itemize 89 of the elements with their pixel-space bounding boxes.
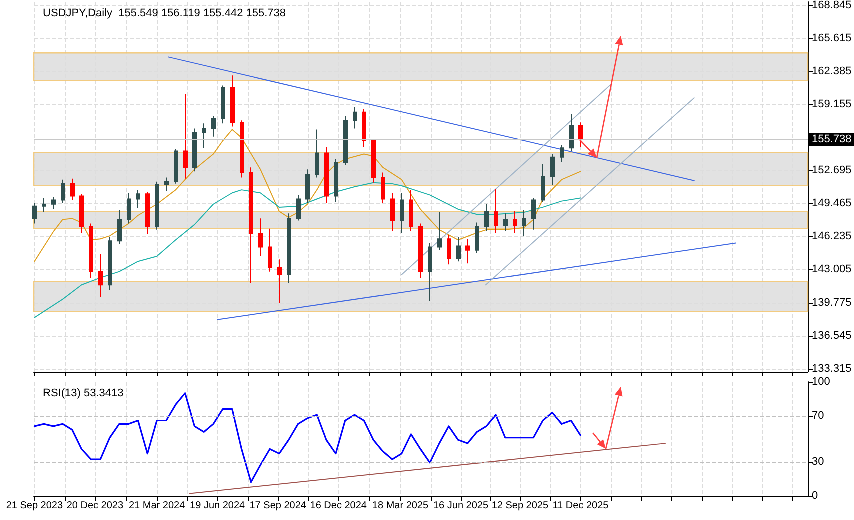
candlestick (324, 146, 329, 204)
line-series (34, 182, 582, 318)
candlestick (400, 192, 404, 234)
text: USDJPY,Daily 155.549 156.119 155.442 155.738 (43, 8, 286, 20)
candlestick (315, 129, 319, 178)
y-tick-label: 162.385 (812, 66, 852, 78)
candlestick (475, 222, 479, 254)
candlestick (211, 116, 216, 138)
y-tick-label: 168.845 (812, 0, 852, 12)
candlestick (522, 210, 526, 237)
x-tick-label: 21 Mar 2024 (128, 500, 186, 512)
candlestick (127, 192, 131, 224)
y-tick-label: 70 (812, 410, 824, 422)
candlestick (503, 213, 508, 232)
candlestick (202, 123, 206, 149)
candlestick (456, 236, 461, 262)
candlestick (569, 114, 574, 152)
candlestick (531, 198, 536, 230)
line-series (34, 129, 582, 262)
candlestick (192, 128, 197, 172)
candlestick (240, 120, 244, 178)
y-tick-label: 100 (812, 376, 830, 388)
x-tick-label: 11 Dec 2025 (552, 500, 610, 512)
candlestick (541, 164, 545, 203)
candlestick (390, 192, 395, 232)
candlestick (221, 85, 225, 124)
candlestick (117, 210, 122, 245)
candlestick (409, 190, 413, 232)
x-tick-label: 20 Dec 2023 (66, 500, 124, 512)
candlestick (494, 188, 498, 234)
candlestick (42, 198, 46, 214)
candlestick (550, 154, 555, 186)
candlestick (334, 158, 338, 203)
candlestick (381, 172, 385, 204)
x-tick-label: 21 Sep 2023 (6, 500, 64, 512)
candlestick (296, 194, 301, 222)
candlestick (305, 169, 310, 204)
candlestick (277, 259, 282, 304)
candlestick (268, 228, 272, 272)
x-tick-label: 17 Sep 2024 (250, 500, 307, 512)
candlestick (230, 75, 235, 128)
candlestick (484, 204, 489, 232)
candlestick (155, 181, 159, 230)
candlestick (447, 234, 451, 266)
candlestick (418, 223, 423, 278)
x-tick-label: 16 Jun 2025 (433, 500, 489, 512)
candlestick (465, 238, 470, 264)
y-tick-label: 30 (812, 456, 824, 468)
candlestick (428, 242, 432, 302)
candlestick (249, 167, 253, 284)
candlestick (79, 194, 84, 234)
candlestick (353, 106, 357, 130)
candlestick (560, 144, 564, 163)
candlestick (51, 196, 56, 210)
x-tick-label: 19 Jun 2024 (190, 500, 246, 512)
candlestick (32, 202, 37, 224)
candlestick (258, 218, 263, 258)
candlestick (183, 93, 188, 180)
candlestick (362, 108, 366, 148)
x-tick-label: 18 Mar 2025 (372, 500, 429, 512)
y-tick-label: 136.545 (812, 330, 852, 342)
y-tick-label: 152.695 (812, 164, 852, 177)
y-tick-label: 143.005 (812, 264, 852, 276)
candlestick (578, 122, 583, 148)
x-tick-label: 12 Sep 2025 (492, 500, 549, 512)
x-tick-label: 16 Dec 2024 (310, 500, 368, 512)
y-tick-label: 133.315 (812, 362, 852, 375)
candlestick (164, 177, 169, 192)
y-tick-label: 146.235 (812, 230, 852, 243)
candlestick (287, 213, 291, 284)
y-tick-label: 0 (812, 490, 818, 502)
text: RSI(13) 53.3413 (43, 388, 124, 400)
candlestick (513, 211, 517, 234)
candlestick (89, 223, 93, 278)
y-tick-label: 159.155 (812, 98, 852, 111)
candlestick (108, 236, 112, 291)
candlestick (70, 178, 75, 201)
candlestick (437, 212, 442, 251)
candlestick (136, 190, 140, 209)
candlestick (371, 138, 376, 184)
candlestick (145, 192, 150, 235)
y-tick-label: 139.775 (812, 296, 852, 309)
candlestick (61, 179, 65, 204)
candlestick (98, 254, 103, 298)
ref-line-label: 155.738 (812, 134, 852, 146)
candlestick (174, 148, 178, 184)
y-tick-label: 149.465 (812, 198, 852, 210)
candlestick (343, 116, 348, 166)
y-tick-label: 165.615 (812, 32, 852, 45)
